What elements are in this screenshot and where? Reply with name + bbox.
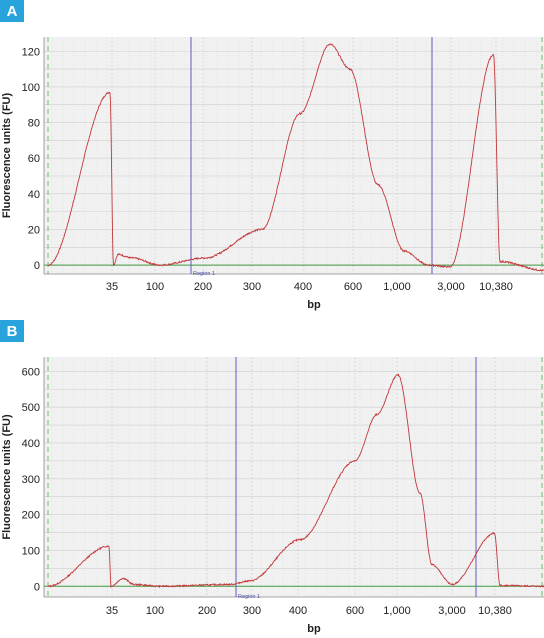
fluorescence-trace	[47, 43, 544, 272]
y-tick-label: 0	[34, 260, 40, 272]
y-tick-label: 0	[34, 581, 40, 593]
y-tick-label: 60	[28, 153, 40, 165]
x-tick-label: 600	[346, 605, 364, 617]
x-tick-label: 300	[243, 605, 261, 617]
x-axis-title: bp	[307, 299, 321, 311]
y-tick-label: 40	[28, 189, 40, 201]
y-tick-label: 100	[22, 545, 40, 557]
x-tick-label: 10,380	[478, 605, 512, 617]
x-tick-label: 100	[146, 605, 164, 617]
y-tick-label: 200	[22, 510, 40, 522]
x-tick-label: 200	[194, 281, 212, 293]
x-tick-label: 35	[106, 281, 118, 293]
panel-label: A	[7, 3, 18, 20]
y-tick-label: 120	[22, 46, 40, 58]
x-tick-label: 1,000	[383, 281, 411, 293]
y-tick-label: 20	[28, 224, 40, 236]
y-tick-label: 500	[22, 402, 40, 414]
x-axis-title: bp	[307, 623, 321, 635]
panel-badge	[0, 320, 24, 342]
x-tick-label: 100	[146, 281, 164, 293]
y-axis-title: Fluorescence units (FU)	[1, 93, 13, 219]
panel-a: A Region 1 0 20 40 60 80 100 120 35 100 200 300 400 60…	[0, 0, 544, 311]
y-tick-label: 400	[22, 438, 40, 450]
panel-label: B	[7, 323, 18, 340]
fluorescence-trace	[47, 373, 544, 589]
panel-b: B Region 1 0 100 200 300 400 500 600 35 100 200 300 4…	[0, 320, 544, 635]
x-tick-label: 400	[289, 605, 307, 617]
x-tick-label: 1,000	[383, 605, 411, 617]
y-tick-label: 600	[22, 366, 40, 378]
x-tick-label: 35	[106, 605, 118, 617]
x-tick-label: 300	[243, 281, 261, 293]
x-tick-label: 200	[198, 605, 216, 617]
region-label: Region 1	[193, 271, 215, 277]
y-tick-label: 100	[22, 82, 40, 94]
y-tick-label: 300	[22, 474, 40, 486]
x-tick-label: 3,000	[438, 605, 466, 617]
y-axis-title: Fluorescence units (FU)	[1, 414, 13, 540]
x-tick-label: 10,380	[479, 281, 513, 293]
x-tick-label: 400	[294, 281, 312, 293]
region-label: Region 1	[238, 594, 260, 600]
x-tick-label: 600	[344, 281, 362, 293]
x-tick-label: 3,000	[437, 281, 465, 293]
y-tick-label: 80	[28, 118, 40, 130]
panel-badge	[0, 0, 24, 22]
